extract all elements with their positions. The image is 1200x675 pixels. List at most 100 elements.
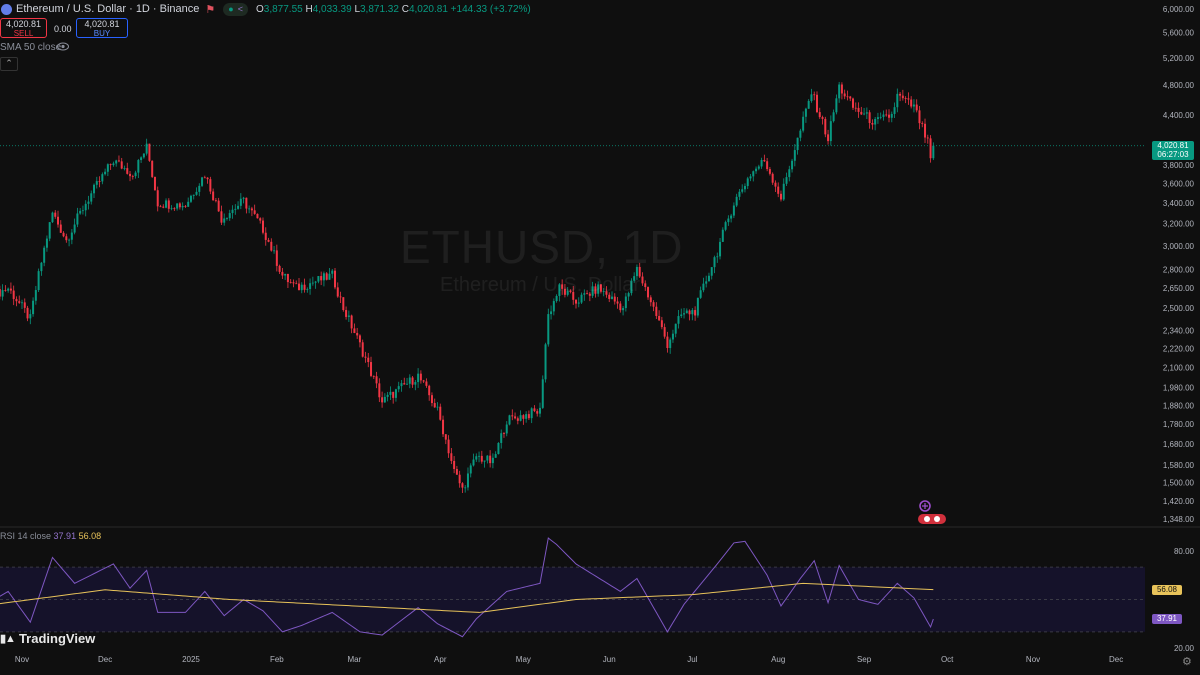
- candle-body: [386, 394, 389, 397]
- price-axis-label: 1,980.00: [1163, 384, 1195, 393]
- candle-body: [680, 314, 683, 317]
- candle-body: [594, 286, 597, 294]
- candle-body: [860, 111, 863, 115]
- candle-body: [572, 292, 575, 300]
- candle-body: [43, 247, 46, 263]
- candle-body: [530, 408, 533, 419]
- events-icon[interactable]: [917, 498, 947, 528]
- candle-body: [81, 210, 84, 212]
- share-icon: <: [237, 4, 243, 14]
- candle-body: [691, 310, 694, 315]
- candle-body: [209, 179, 212, 192]
- candle-body: [865, 112, 868, 114]
- sma-legend[interactable]: SMA 50 close: [0, 42, 62, 53]
- candle-body: [309, 283, 312, 290]
- candle-body: [516, 418, 519, 421]
- candle-body: [727, 218, 730, 223]
- candle-body: [364, 356, 367, 358]
- candle-body: [782, 183, 785, 200]
- candle-body: [461, 483, 464, 488]
- candle-body: [411, 377, 414, 385]
- candle-body: [261, 220, 264, 233]
- candle-body: [732, 205, 735, 216]
- candle-body: [815, 94, 818, 113]
- candle-body: [810, 94, 813, 101]
- candle-body: [710, 267, 713, 276]
- eye-icon[interactable]: [57, 42, 69, 51]
- ethereum-icon: [1, 3, 12, 15]
- candle-body: [868, 112, 871, 123]
- candle-body: [339, 296, 342, 298]
- candle-body: [120, 161, 123, 169]
- candle-body: [298, 283, 300, 291]
- candle-body: [112, 163, 115, 166]
- candle-body: [871, 122, 874, 125]
- price-axis-label: 3,000.00: [1163, 242, 1195, 251]
- candle-body: [580, 294, 583, 303]
- candle-body: [832, 112, 835, 122]
- candle-body: [270, 241, 273, 251]
- candle-body: [702, 283, 705, 291]
- candle-body: [677, 316, 680, 324]
- candle-body: [514, 416, 517, 419]
- candle-body: [184, 205, 187, 207]
- candle-body: [422, 380, 425, 382]
- candle-body: [54, 212, 57, 217]
- tradingview-logo[interactable]: ▮▲ TradingView: [0, 631, 95, 646]
- candle-body: [575, 299, 577, 304]
- candle-body: [566, 290, 569, 295]
- candle-body: [231, 209, 234, 214]
- candle-body: [475, 456, 478, 460]
- candle-body: [15, 299, 18, 302]
- candle-body: [284, 273, 287, 276]
- candle-body: [126, 168, 129, 174]
- sell-button[interactable]: 4,020.81 SELL: [0, 18, 47, 38]
- candle-body: [746, 178, 749, 187]
- candle-body: [4, 290, 7, 291]
- collapse-legend-button[interactable]: ⌃: [0, 57, 18, 71]
- candle-body: [497, 442, 500, 455]
- price-axis-label: 1,420.00: [1163, 497, 1195, 506]
- candle-body: [397, 386, 400, 390]
- time-axis-label: Dec: [98, 655, 112, 664]
- candle-body: [768, 169, 771, 174]
- candle-body: [239, 198, 242, 206]
- candle-body: [912, 104, 915, 107]
- candle-body: [311, 282, 314, 284]
- candle-body: [538, 407, 541, 414]
- price-axis-label: 2,100.00: [1163, 364, 1195, 373]
- rsi-tag: 37.91: [1152, 614, 1182, 624]
- candle-body: [278, 265, 281, 272]
- candle-body: [852, 98, 854, 108]
- price-axis-label: 1,500.00: [1163, 479, 1195, 488]
- candle-body: [256, 213, 259, 219]
- candle-body: [178, 203, 181, 208]
- candle-body: [522, 415, 525, 419]
- candle-body: [414, 382, 417, 385]
- candle-body: [541, 379, 544, 408]
- rsi-ma-line: [0, 582, 934, 613]
- gear-icon[interactable]: ⚙: [1182, 656, 1192, 668]
- flag-icon[interactable]: ⚑: [205, 3, 216, 16]
- price-axis-label: 1,348.00: [1163, 515, 1195, 524]
- candle-body: [381, 397, 384, 403]
- rsi-ma-tag: 56.08: [1152, 585, 1182, 595]
- candle-body: [18, 301, 21, 303]
- rsi-legend[interactable]: RSI 14 close 37.91 56.08: [0, 531, 101, 541]
- price-axis-label: 1,880.00: [1163, 401, 1195, 410]
- candle-body: [904, 98, 907, 99]
- candle-body: [403, 383, 406, 385]
- candle-body: [804, 108, 807, 117]
- candle-body: [890, 113, 893, 118]
- candle-body: [242, 197, 245, 199]
- candle-body: [688, 310, 691, 315]
- buy-button[interactable]: 4,020.81 BUY: [76, 18, 128, 38]
- market-status-pill[interactable]: ● <: [223, 2, 248, 16]
- candle-body: [613, 296, 616, 302]
- candle-body: [863, 113, 866, 115]
- symbol-title[interactable]: Ethereum / U.S. Dollar · 1D · Binance: [16, 3, 200, 15]
- price-axis-label: 2,650.00: [1163, 284, 1195, 293]
- candle-body: [519, 415, 522, 421]
